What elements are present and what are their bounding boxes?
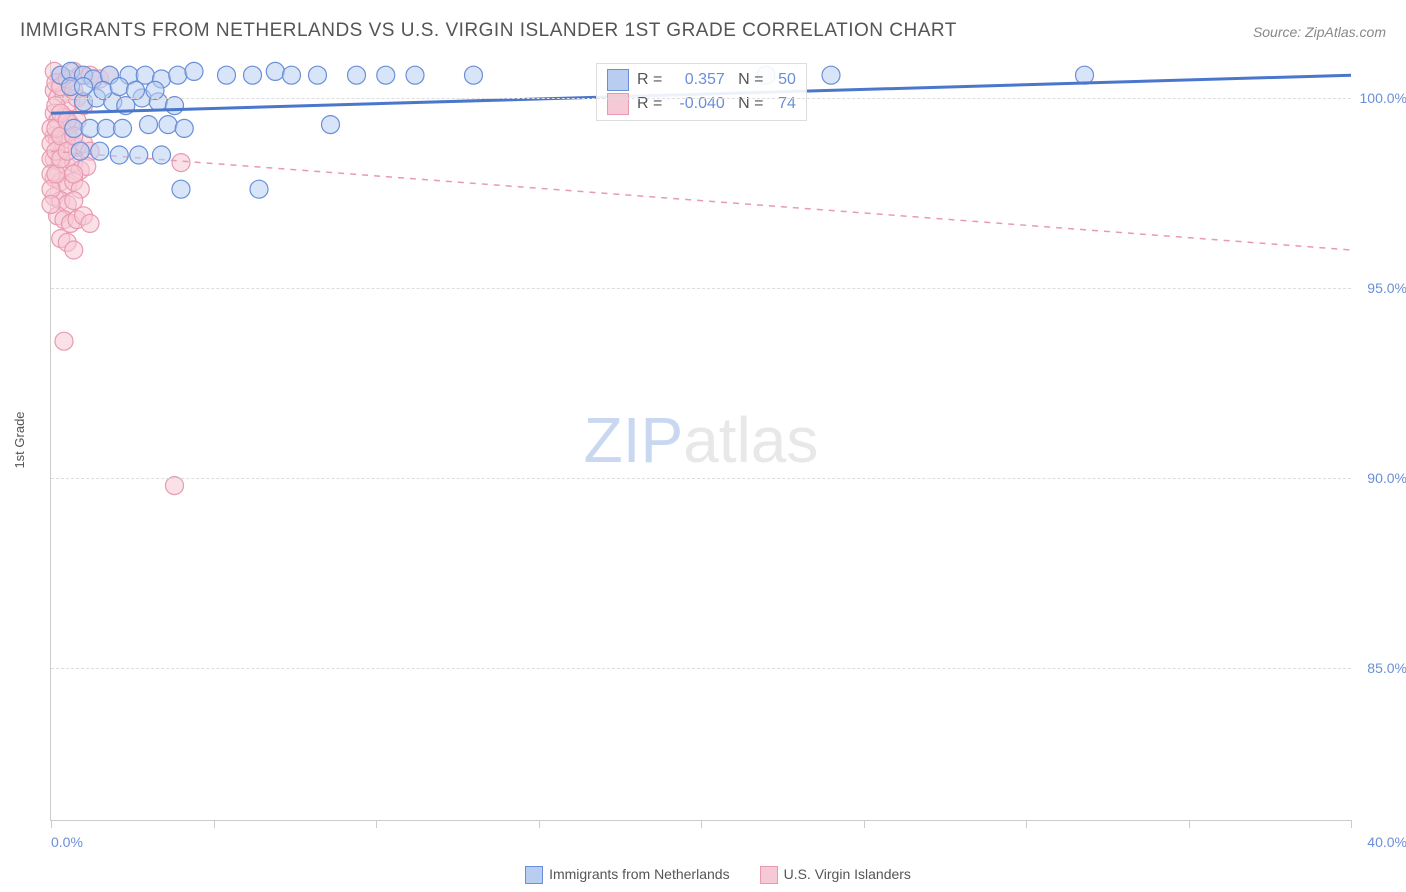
data-point: [127, 81, 145, 99]
data-point: [166, 97, 184, 115]
gridline: [51, 668, 1351, 669]
data-point: [266, 62, 284, 80]
x-tick: [214, 820, 215, 828]
data-point: [175, 119, 193, 137]
source-attribution: Source: ZipAtlas.com: [1253, 24, 1386, 40]
stats-n-value: 74: [768, 92, 796, 116]
gridline: [51, 478, 1351, 479]
legend-swatch: [760, 866, 778, 884]
data-point: [110, 146, 128, 164]
data-point: [348, 66, 366, 84]
data-point: [114, 119, 132, 137]
data-point: [283, 66, 301, 84]
data-point: [153, 146, 171, 164]
data-point: [71, 142, 89, 160]
data-point: [250, 180, 268, 198]
x-tick: [1189, 820, 1190, 828]
y-axis-label: 1st Grade: [12, 411, 27, 468]
stats-r-value: 0.357: [667, 68, 725, 92]
x-tick: [539, 820, 540, 828]
y-tick-label: 85.0%: [1367, 660, 1406, 676]
gridline: [51, 288, 1351, 289]
y-tick-label: 95.0%: [1367, 280, 1406, 296]
trend-line: [51, 151, 1351, 250]
data-point: [75, 78, 93, 96]
data-point: [65, 119, 83, 137]
data-point: [65, 241, 83, 259]
data-point: [166, 477, 184, 495]
legend-label: Immigrants from Netherlands: [549, 866, 730, 882]
x-tick: [701, 820, 702, 828]
stats-row: R = -0.040 N = 74: [607, 92, 796, 116]
data-point: [465, 66, 483, 84]
stats-n-value: 50: [768, 68, 796, 92]
data-point: [130, 146, 148, 164]
legend-swatch: [525, 866, 543, 884]
data-point: [377, 66, 395, 84]
chart-svg: [51, 60, 1351, 820]
data-point: [159, 116, 177, 134]
chart-title: IMMIGRANTS FROM NETHERLANDS VS U.S. VIRG…: [20, 20, 957, 42]
data-point: [81, 214, 99, 232]
stats-row: R = 0.357 N = 50: [607, 68, 796, 92]
data-point: [91, 142, 109, 160]
data-point: [322, 116, 340, 134]
stats-legend-box: R = 0.357 N = 50R = -0.040 N = 74: [596, 63, 807, 121]
legend-swatch: [607, 93, 629, 115]
x-tick: [864, 820, 865, 828]
x-tick: [51, 820, 52, 828]
x-tick: [1026, 820, 1027, 828]
data-point: [218, 66, 236, 84]
y-tick-label: 100.0%: [1360, 90, 1406, 106]
data-point: [110, 78, 128, 96]
data-point: [244, 66, 262, 84]
data-point: [169, 66, 187, 84]
data-point: [81, 119, 99, 137]
chart-plot-area: ZIPatlas R = 0.357 N = 50R = -0.040 N = …: [50, 60, 1351, 821]
legend-bottom: Immigrants from Netherlands U.S. Virgin I…: [0, 866, 1406, 884]
legend-swatch: [607, 69, 629, 91]
x-tick-label: 40.0%: [1367, 834, 1406, 850]
data-point: [65, 165, 83, 183]
stats-label: R =: [637, 71, 667, 88]
data-point: [172, 154, 190, 172]
data-point: [309, 66, 327, 84]
data-point: [185, 62, 203, 80]
stats-label: N =: [725, 71, 768, 88]
data-point: [97, 119, 115, 137]
stats-r-value: -0.040: [667, 92, 725, 116]
legend-label: U.S. Virgin Islanders: [784, 866, 911, 882]
x-tick-label: 0.0%: [51, 834, 83, 850]
data-point: [42, 195, 60, 213]
data-point: [172, 180, 190, 198]
data-point: [94, 81, 112, 99]
data-point: [55, 332, 73, 350]
data-point: [146, 81, 164, 99]
x-tick: [376, 820, 377, 828]
data-point: [140, 116, 158, 134]
data-point: [406, 66, 424, 84]
data-point: [822, 66, 840, 84]
x-tick: [1351, 820, 1352, 828]
gridline: [51, 98, 1351, 99]
y-tick-label: 90.0%: [1367, 470, 1406, 486]
